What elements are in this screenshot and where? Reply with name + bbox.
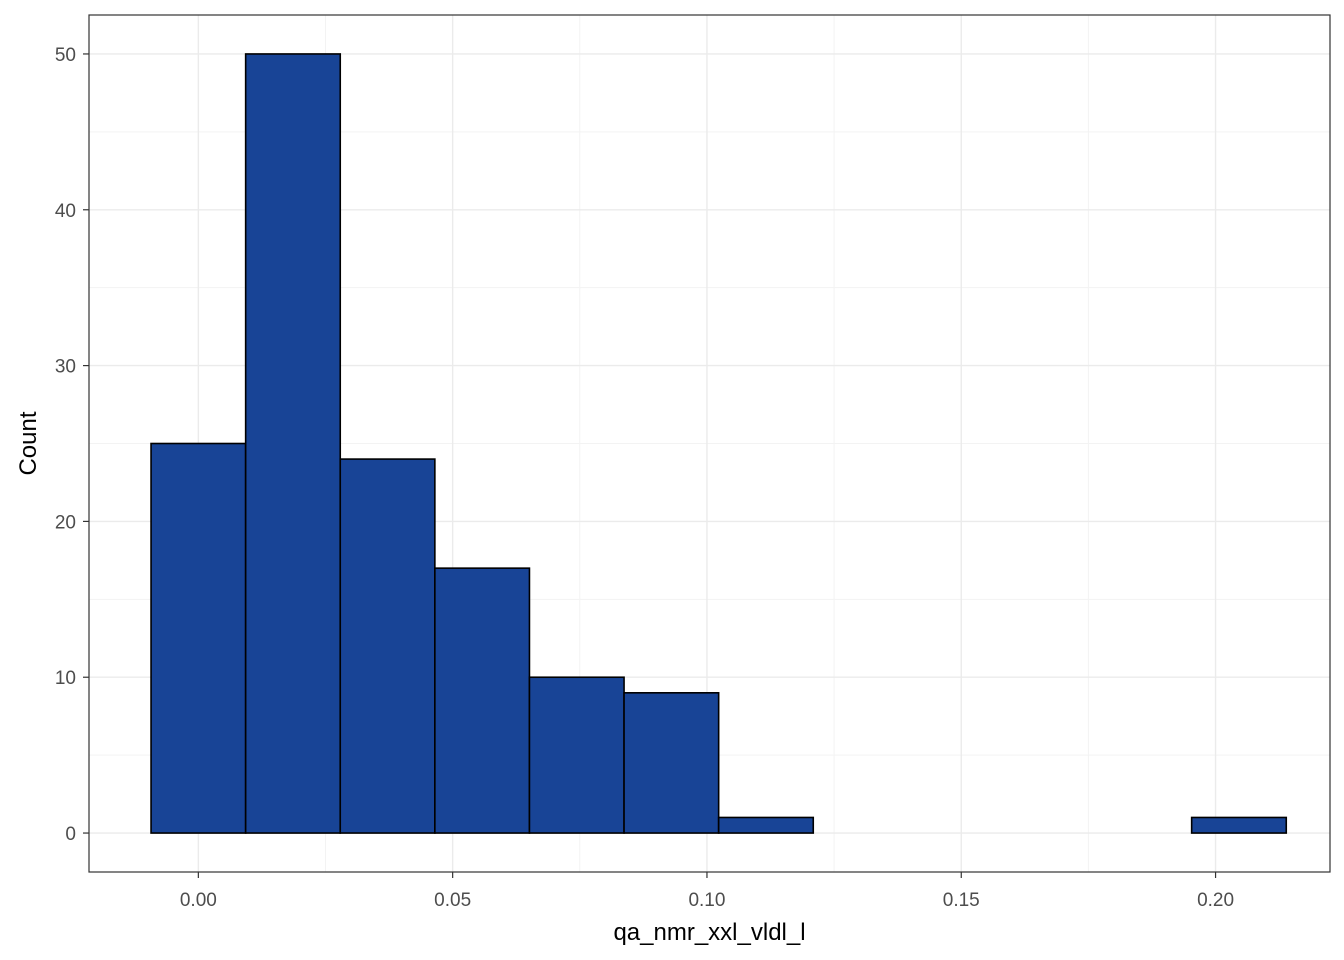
x-tick-label: 0.10 (688, 890, 725, 911)
histogram-bar (623, 692, 720, 834)
histogram-bars (150, 53, 1288, 834)
y-tick-label: 50 (55, 45, 76, 66)
histogram-bar (150, 442, 247, 834)
panel-border (88, 14, 1331, 873)
histogram-bar (528, 676, 625, 834)
x-tick-label: 0.20 (1197, 890, 1234, 911)
histogram-bar (244, 53, 342, 834)
histogram-bar (339, 458, 436, 834)
y-axis-title: Count (15, 411, 42, 475)
y-tick-label: 20 (55, 512, 76, 533)
y-tick-label: 0 (65, 824, 76, 845)
y-axis-ticks: 0 10 20 30 40 50 (55, 45, 89, 845)
histogram-bar (717, 816, 815, 834)
x-axis-title: qa_nmr_xxl_vldl_l (613, 919, 805, 946)
histogram-bar (1190, 816, 1288, 834)
x-tick-label: 0.00 (180, 890, 217, 911)
y-tick-label: 10 (55, 668, 76, 689)
x-tick-label: 0.05 (434, 890, 471, 911)
y-tick-label: 30 (55, 357, 76, 378)
y-tick-label: 40 (55, 201, 76, 222)
x-axis-ticks: 0.00 0.05 0.10 0.15 0.20 (180, 872, 1234, 911)
x-tick-label: 0.15 (943, 890, 980, 911)
histogram-bar (434, 567, 531, 834)
